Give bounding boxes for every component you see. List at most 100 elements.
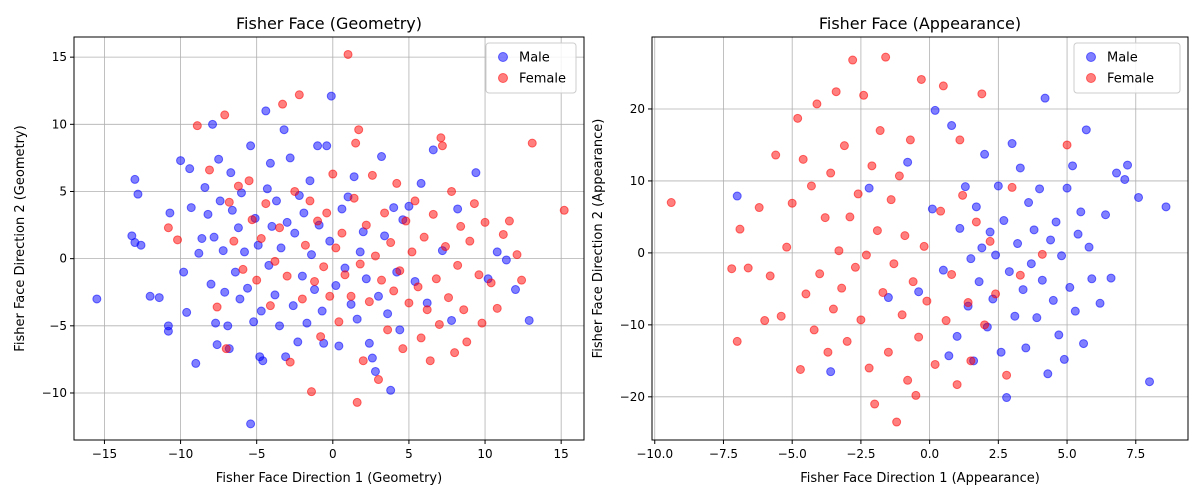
data-point xyxy=(900,231,910,241)
data-point xyxy=(233,223,243,233)
data-point xyxy=(238,264,248,274)
data-point xyxy=(346,291,356,301)
data-point xyxy=(444,293,454,303)
data-point xyxy=(727,264,737,274)
x-tick-label: −10.0 xyxy=(636,447,673,461)
data-point xyxy=(1079,339,1089,349)
data-point xyxy=(386,238,396,248)
data-point xyxy=(1040,93,1050,103)
appearance-chart: −10.0 −7.5 −5.0 −2.5 0.0 2.5 5.0 7.5 −20 −10 0 10 20… xyxy=(591,14,1189,486)
x-axis-label: Fisher Face Direction 1 (Geometry) xyxy=(216,471,442,486)
data-point xyxy=(826,367,836,377)
data-point xyxy=(310,285,320,295)
data-point xyxy=(1026,259,1036,269)
data-point xyxy=(922,296,932,306)
data-point xyxy=(278,99,288,109)
data-point xyxy=(776,311,786,321)
chart-title: Fisher Face (Appearance) xyxy=(819,14,1021,33)
data-point xyxy=(1057,251,1067,261)
data-point xyxy=(302,318,312,328)
data-point xyxy=(386,385,396,395)
data-point xyxy=(947,269,957,279)
x-tick-label: 2.5 xyxy=(989,447,1008,461)
data-point xyxy=(428,145,438,155)
data-point xyxy=(326,91,336,101)
data-point xyxy=(974,277,984,287)
data-point xyxy=(892,417,902,427)
data-point xyxy=(331,281,341,291)
data-point xyxy=(839,141,849,151)
data-point xyxy=(853,189,863,199)
data-point xyxy=(380,231,390,241)
data-point xyxy=(834,246,844,256)
data-point xyxy=(517,275,527,285)
data-point xyxy=(492,247,502,257)
data-point xyxy=(211,318,221,328)
data-point xyxy=(996,347,1006,357)
data-point xyxy=(364,297,374,307)
data-point xyxy=(1065,282,1075,292)
data-point xyxy=(991,250,1001,260)
data-point xyxy=(422,305,432,315)
data-point xyxy=(401,216,411,226)
data-point xyxy=(389,203,399,213)
data-point xyxy=(474,270,484,280)
data-point xyxy=(92,294,102,304)
data-point xyxy=(226,168,236,178)
data-point xyxy=(999,216,1009,226)
data-point xyxy=(173,235,183,245)
data-point xyxy=(437,141,447,151)
data-point xyxy=(911,390,921,400)
data-point xyxy=(462,337,472,347)
data-point xyxy=(878,287,888,297)
data-point xyxy=(469,199,479,209)
data-point xyxy=(927,204,937,214)
data-point xyxy=(395,266,405,276)
y-tick-label: −5 xyxy=(49,319,67,333)
data-point xyxy=(349,172,359,182)
data-point xyxy=(364,338,374,348)
data-point xyxy=(936,206,946,216)
data-point xyxy=(244,176,254,186)
data-point xyxy=(1007,182,1017,192)
data-point xyxy=(456,221,466,231)
data-point xyxy=(864,183,874,193)
data-point xyxy=(331,243,341,253)
data-point xyxy=(346,299,356,309)
x-tick-label: 5 xyxy=(405,447,413,461)
data-point xyxy=(404,298,414,308)
data-point xyxy=(221,344,231,354)
data-point xyxy=(407,247,417,257)
data-point xyxy=(267,221,277,231)
legend-marker-female xyxy=(1086,73,1096,83)
data-point xyxy=(271,196,281,206)
data-point xyxy=(334,317,344,327)
x-tick-label: 15 xyxy=(554,447,569,461)
data-point xyxy=(809,325,819,335)
data-point xyxy=(383,309,393,319)
data-point xyxy=(185,164,195,174)
data-point xyxy=(861,250,871,260)
data-point xyxy=(290,186,300,196)
data-point xyxy=(867,161,877,171)
data-point xyxy=(306,387,316,397)
x-tick-label: 5.0 xyxy=(1058,447,1077,461)
data-point xyxy=(246,419,256,429)
data-point xyxy=(252,275,262,285)
data-point xyxy=(212,340,222,350)
data-point xyxy=(872,226,882,236)
data-point xyxy=(453,204,463,214)
y-tick-label: 15 xyxy=(52,50,67,64)
y-tick-label: 20 xyxy=(630,102,645,116)
data-point xyxy=(377,275,387,285)
series-female xyxy=(163,49,569,407)
data-point xyxy=(1051,217,1061,227)
data-point xyxy=(1145,377,1155,387)
legend-label-female: Female xyxy=(519,72,566,87)
data-point xyxy=(754,203,764,213)
data-point xyxy=(453,260,463,270)
data-point xyxy=(1161,202,1171,212)
data-point xyxy=(908,277,918,287)
data-point xyxy=(447,186,457,196)
